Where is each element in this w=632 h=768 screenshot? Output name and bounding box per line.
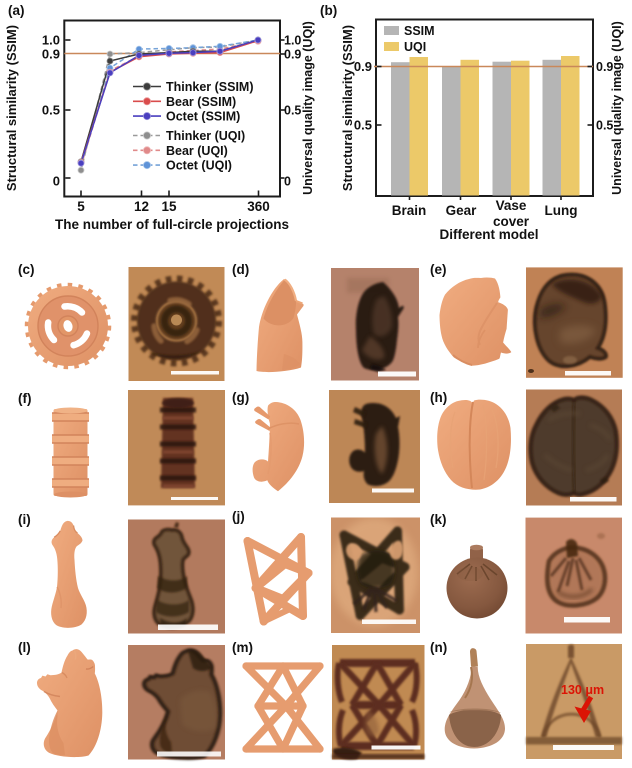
svg-text:(j): (j) xyxy=(232,509,245,524)
svg-text:Structural similarity (SSIM): Structural similarity (SSIM) xyxy=(4,25,19,191)
svg-text:cover: cover xyxy=(493,214,530,229)
svg-text:1.0: 1.0 xyxy=(42,33,60,48)
svg-text:(a): (a) xyxy=(8,3,25,18)
svg-text:12: 12 xyxy=(134,199,149,214)
svg-text:(k): (k) xyxy=(430,512,447,527)
svg-text:Octet (SSIM): Octet (SSIM) xyxy=(166,110,240,124)
svg-text:(n): (n) xyxy=(430,640,447,655)
svg-text:130 μm: 130 μm xyxy=(561,683,604,697)
svg-text:Universal quality image (UQI): Universal quality image (UQI) xyxy=(610,21,624,195)
svg-text:5: 5 xyxy=(77,199,85,214)
svg-text:Thinker (SSIM): Thinker (SSIM) xyxy=(166,80,254,94)
svg-text:Structural similarity (SSIM): Structural similarity (SSIM) xyxy=(340,25,355,191)
svg-text:360: 360 xyxy=(247,199,270,214)
svg-text:0.5: 0.5 xyxy=(284,104,301,118)
svg-text:0.9: 0.9 xyxy=(596,60,613,74)
svg-text:(l): (l) xyxy=(18,640,31,655)
svg-text:15: 15 xyxy=(161,199,177,214)
svg-text:(d): (d) xyxy=(232,262,249,277)
svg-text:Gear: Gear xyxy=(446,203,478,218)
svg-text:0.9: 0.9 xyxy=(354,59,372,74)
svg-text:UQI: UQI xyxy=(404,40,426,54)
svg-text:Thinker (UQI): Thinker (UQI) xyxy=(166,129,245,143)
svg-text:Lung: Lung xyxy=(545,203,578,218)
svg-text:(b): (b) xyxy=(320,3,337,18)
svg-text:SSIM: SSIM xyxy=(404,24,435,38)
svg-text:(h): (h) xyxy=(430,390,447,405)
svg-text:(m): (m) xyxy=(232,640,253,655)
svg-text:Bear (UQI): Bear (UQI) xyxy=(166,144,228,158)
svg-text:0: 0 xyxy=(284,175,291,189)
svg-text:(f): (f) xyxy=(18,391,32,406)
svg-text:The number of full-circle proj: The number of full-circle projections xyxy=(55,217,289,232)
svg-text:Bear (SSIM): Bear (SSIM) xyxy=(166,95,236,109)
svg-text:(g): (g) xyxy=(232,390,249,405)
svg-text:Octet (UQI): Octet (UQI) xyxy=(166,159,232,173)
svg-text:0: 0 xyxy=(53,174,60,189)
svg-text:(i): (i) xyxy=(18,512,31,527)
svg-text:0.5: 0.5 xyxy=(42,103,60,118)
svg-text:Universal quality image (UQI): Universal quality image (UQI) xyxy=(301,21,315,195)
svg-text:0.9: 0.9 xyxy=(42,47,60,62)
svg-text:(c): (c) xyxy=(18,262,35,277)
svg-text:(e): (e) xyxy=(430,262,447,277)
svg-text:Vase: Vase xyxy=(496,198,527,213)
svg-text:0.5: 0.5 xyxy=(354,118,372,133)
svg-text:Brain: Brain xyxy=(392,203,427,218)
svg-text:Different model: Different model xyxy=(439,227,538,242)
svg-text:1.0: 1.0 xyxy=(284,34,301,48)
svg-text:0.5: 0.5 xyxy=(596,119,613,133)
svg-text:0.9: 0.9 xyxy=(284,48,301,62)
